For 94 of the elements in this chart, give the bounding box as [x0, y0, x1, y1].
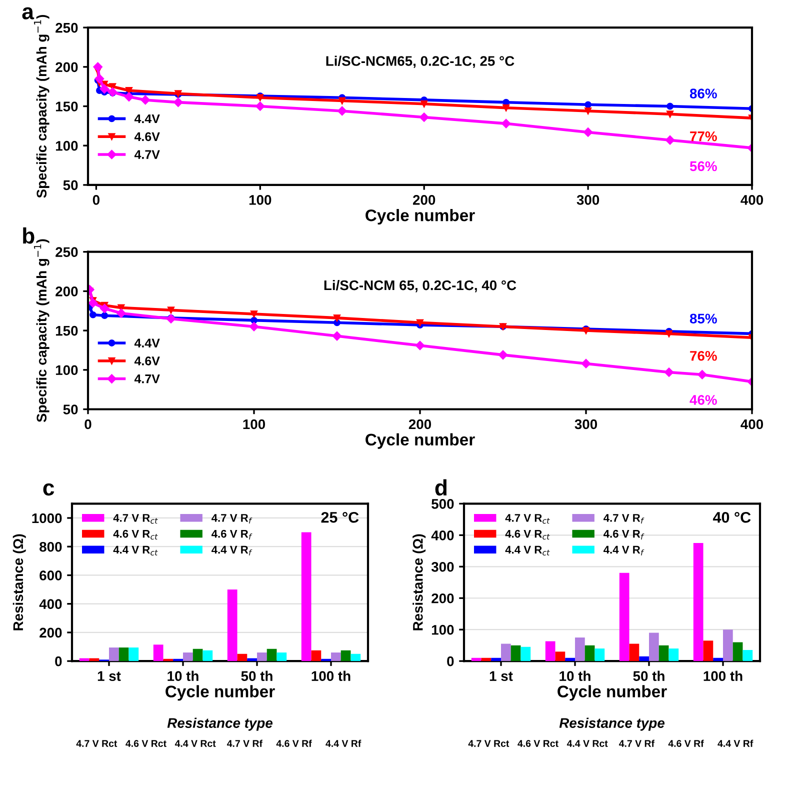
- y-tick-label: 50: [63, 180, 78, 190]
- legend-label: 4.7V: [134, 150, 160, 159]
- x-tick-label: 100 th: [704, 670, 742, 682]
- y-tick-label: 0: [55, 656, 62, 666]
- y-tick-label: 400: [39, 599, 62, 610]
- x-axis-title: Cycle number: [366, 433, 475, 449]
- legend-label: 4.4V: [134, 338, 160, 348]
- annotation: 25 °C: [321, 512, 359, 523]
- annotation: 40 °C: [712, 512, 751, 523]
- annotation: Li/SC-NCM65, 0.2C-1C, 25 °C: [326, 56, 514, 68]
- y-tick-label: 0: [447, 656, 454, 666]
- annotation: Li/SC-NCM 65, 0.2C-1C, 40 °C: [324, 280, 516, 292]
- x-tick-label: 200: [412, 195, 436, 205]
- y-tick-label: 250: [56, 22, 78, 33]
- chart-title: a: [22, 7, 34, 20]
- annotation: 56%: [690, 161, 717, 172]
- text: 4.6 V Rf: [668, 740, 704, 747]
- x-tick-label: 0: [84, 419, 92, 430]
- legend-label: 4.6 V R$_{f}$: [604, 530, 644, 540]
- y-tick-label: 500: [432, 499, 454, 509]
- y-tick-label: 300: [431, 562, 454, 572]
- text: 4.7 V Rct: [468, 740, 510, 747]
- annotation: 46%: [690, 395, 717, 405]
- y-tick-label: 200: [56, 286, 78, 296]
- x-tick-label: 0: [92, 195, 100, 205]
- x-tick-label: 50 th: [241, 670, 272, 682]
- x-tick-label: 10 th: [560, 670, 590, 682]
- legend-label: 4.7V: [134, 374, 160, 384]
- text: 4.6 V Rct: [518, 740, 558, 747]
- legend-label: 4.7 V R$_{f}$: [604, 514, 644, 524]
- text: 4.7 V Rf: [226, 740, 263, 747]
- x-tick-label: 1 st: [98, 671, 121, 682]
- chart-title: b: [23, 227, 34, 244]
- y-tick-label: 600: [40, 570, 62, 580]
- y-tick-label: 1000: [32, 513, 62, 524]
- x-tick-label: 100: [249, 195, 272, 205]
- legend-label: 4.4 V R$_{ct}$: [505, 546, 550, 556]
- text: 4.4 V Rf: [718, 740, 754, 747]
- text: 4.4 V Rct: [174, 740, 216, 747]
- x-tick-label: 10 th: [168, 670, 198, 682]
- legend-label: 4.4 V R$_{f}$: [604, 546, 644, 556]
- text: Resistance type: [559, 718, 664, 731]
- y-axis-title: Resistance (Ω): [412, 534, 426, 630]
- y-axis-title: Specific capacity (mAh g$^{−1}$): [34, 15, 50, 198]
- y-tick-label: 100: [432, 624, 454, 635]
- legend-label: 4.4 V R$_{ct}$: [113, 546, 158, 556]
- text: 4.6 V Rct: [126, 740, 166, 747]
- annotation: 85%: [690, 314, 717, 324]
- chart-title: c: [43, 483, 54, 496]
- y-tick-label: 100: [56, 365, 78, 376]
- x-tick-label: 400: [740, 419, 764, 430]
- text: 4.7 V Rf: [618, 740, 655, 747]
- legend-label: 4.6 V R$_{f}$: [212, 530, 252, 540]
- x-tick-label: 1 st: [490, 671, 513, 682]
- x-axis-title: Cycle number: [166, 685, 275, 701]
- x-tick-label: 100: [243, 419, 266, 430]
- annotation: 86%: [690, 88, 717, 98]
- legend-label: 4.7 V R$_{f}$: [212, 514, 252, 524]
- y-tick-label: 200: [56, 62, 78, 72]
- x-axis-title: Cycle number: [366, 209, 475, 225]
- y-tick-label: 200: [432, 593, 454, 604]
- x-tick-label: 300: [574, 419, 598, 430]
- text: 4.4 V Rf: [326, 740, 362, 747]
- x-tick-label: 300: [576, 195, 600, 205]
- legend-label: 4.6V: [134, 356, 160, 366]
- legend-label: 4.6V: [134, 132, 160, 142]
- y-tick-label: 800: [40, 542, 62, 552]
- text: 4.7 V Rct: [76, 740, 118, 747]
- y-tick-label: 150: [56, 326, 78, 336]
- text: 4.4 V Rct: [566, 740, 608, 747]
- y-axis-title: Resistance (Ω): [12, 534, 26, 630]
- annotation: 76%: [690, 350, 717, 361]
- x-tick-label: 200: [408, 419, 432, 430]
- y-tick-label: 400: [431, 530, 454, 540]
- x-tick-label: 400: [740, 195, 764, 205]
- x-tick-label: 50 th: [633, 670, 664, 682]
- y-tick-label: 100: [56, 140, 78, 151]
- legend-label: 4.4V: [134, 114, 160, 124]
- y-tick-label: 250: [56, 247, 78, 258]
- y-axis-title: Specific capacity (mAh g$^{−1}$): [34, 239, 50, 422]
- annotation: 77%: [690, 131, 717, 142]
- legend-label: 4.6 V R$_{ct}$: [505, 530, 550, 540]
- x-axis-title: Cycle number: [558, 685, 667, 701]
- y-tick-label: 200: [40, 628, 62, 638]
- legend-label: 4.7 V R$_{ct}$: [505, 514, 550, 524]
- text: 4.6 V Rf: [276, 740, 312, 747]
- y-tick-label: 150: [56, 102, 78, 112]
- legend-label: 4.7 V R$_{ct}$: [113, 514, 158, 524]
- legend-label: 4.4 V R$_{f}$: [212, 546, 252, 556]
- chart-title: d: [435, 479, 447, 496]
- y-tick-label: 50: [63, 404, 78, 414]
- legend-label: 4.6 V R$_{ct}$: [113, 530, 158, 540]
- x-tick-label: 100 th: [312, 670, 350, 682]
- text: Resistance type: [167, 718, 272, 731]
